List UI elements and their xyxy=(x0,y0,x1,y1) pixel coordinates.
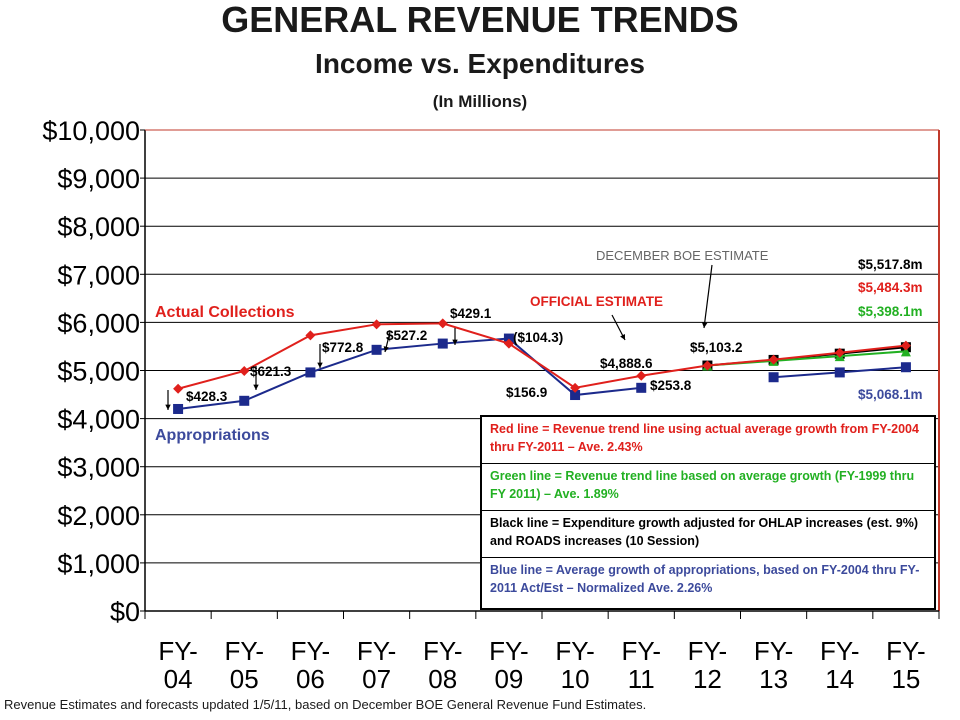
annotation-arrowhead xyxy=(383,346,389,352)
x-tick-label-line1: FY- xyxy=(225,636,265,666)
data-point-square xyxy=(239,395,250,406)
x-tick-label-line2: 08 xyxy=(428,664,457,694)
data-point-diamond xyxy=(239,365,250,376)
x-tick-label-line1: FY- xyxy=(622,636,662,666)
annotation-arrowhead xyxy=(253,384,259,390)
y-tick-label: $3,000 xyxy=(57,453,140,483)
data-point-diamond xyxy=(437,318,448,329)
data-point-square xyxy=(503,333,514,344)
x-tick-label-line2: 12 xyxy=(693,664,722,694)
data-point-diamond xyxy=(768,354,779,365)
y-tick-label: $5,000 xyxy=(57,357,140,387)
x-tick-label-line1: FY- xyxy=(489,636,529,666)
page-subtitle: Income vs. Expenditures xyxy=(315,48,645,79)
x-tick-label-line1: FY- xyxy=(555,636,595,666)
y-tick-label: $7,000 xyxy=(57,260,140,290)
data-point-square xyxy=(768,372,779,383)
data-point-triangle xyxy=(900,346,911,357)
annotation-label: $5,068.1m xyxy=(858,387,923,402)
legend-item-blue: Blue line = Average growth of appropriat… xyxy=(490,563,920,595)
annotation-label: $5,484.3m xyxy=(858,280,923,295)
x-tick-label-line1: FY- xyxy=(688,636,728,666)
annotation-label: ($104.3) xyxy=(513,330,563,345)
data-point-diamond xyxy=(702,360,713,371)
data-point-square xyxy=(900,362,911,373)
x-tick-label-line1: FY- xyxy=(423,636,463,666)
annotation-label: $4,888.6 xyxy=(600,356,653,371)
annotation-label: $5,103.2 xyxy=(690,340,743,355)
data-point-square xyxy=(834,367,845,378)
legend-item-black: Black line = Expenditure growth adjusted… xyxy=(482,511,934,558)
x-tick-label-line2: 05 xyxy=(230,664,259,694)
x-tick-label-line1: FY- xyxy=(291,636,331,666)
annotation-label: $5,517.8m xyxy=(858,257,923,272)
data-point-diamond xyxy=(636,370,647,381)
series-label-appropriations: Appropriations xyxy=(155,427,270,444)
x-tick-label-line2: 11 xyxy=(628,664,655,694)
x-tick-label-line2: 15 xyxy=(891,664,920,694)
data-point-square xyxy=(570,390,581,401)
y-tick-label: $9,000 xyxy=(57,164,140,194)
series-line-appropriations xyxy=(177,337,642,410)
annotation-label: $428.3 xyxy=(186,389,228,404)
data-point-diamond xyxy=(371,319,382,330)
y-tick-label: $4,000 xyxy=(57,405,140,435)
footer-note: Revenue Estimates and forecasts updated … xyxy=(4,697,647,712)
annotation-arrowhead xyxy=(317,362,323,368)
annotation-arrowhead xyxy=(620,334,625,340)
annotation-arrow xyxy=(703,264,713,329)
data-point-square xyxy=(371,344,382,355)
x-tick-label-line2: 13 xyxy=(759,664,788,694)
data-point-diamond xyxy=(305,330,316,341)
x-tick-label-line2: 07 xyxy=(362,664,391,694)
annotation-label: $156.9 xyxy=(506,385,547,400)
legend-item-red: Red line = Revenue trend line using actu… xyxy=(482,417,934,464)
x-tick-label-line2: 10 xyxy=(561,664,590,694)
y-tick-label: $6,000 xyxy=(57,308,140,338)
annotation-label: $527.2 xyxy=(386,328,427,343)
y-tick-label: $2,000 xyxy=(57,501,140,531)
y-tick-label: $8,000 xyxy=(57,212,140,242)
annotation-label: $429.1 xyxy=(450,306,492,321)
data-point-square xyxy=(437,338,448,349)
legend-box: Red line = Revenue trend line using actu… xyxy=(480,415,936,610)
data-point-square xyxy=(636,382,647,393)
annotation-label: $621.3 xyxy=(250,364,292,379)
y-tick-label: $10,000 xyxy=(42,116,140,146)
x-tick-label-line2: 14 xyxy=(825,664,854,694)
annotation-arrowhead xyxy=(452,339,458,345)
y-tick-label: $0 xyxy=(110,597,140,627)
x-tick-label-line2: 04 xyxy=(164,664,193,694)
annotation-label: $253.8 xyxy=(650,378,692,393)
annotation-arrowhead xyxy=(165,404,171,410)
series-label-actual-collections: Actual Collections xyxy=(155,304,295,321)
data-point-diamond xyxy=(173,383,184,394)
data-point-diamond xyxy=(503,338,514,349)
annotation-label: DECEMBER BOE ESTIMATE xyxy=(596,248,769,263)
x-tick-label-line1: FY- xyxy=(820,636,860,666)
page-title: GENERAL REVENUE TRENDS xyxy=(221,0,739,40)
data-point-square xyxy=(173,403,184,414)
page-units: (In Millions) xyxy=(432,92,528,111)
x-tick-label-line1: FY- xyxy=(754,636,794,666)
x-tick-label-line1: FY- xyxy=(158,636,198,666)
data-point-diamond xyxy=(834,347,845,358)
annotation-label: OFFICIAL ESTIMATE xyxy=(530,294,663,309)
data-point-diamond xyxy=(900,340,911,351)
x-tick-label-line1: FY- xyxy=(357,636,397,666)
x-tick-label-line2: 06 xyxy=(296,664,325,694)
annotation-arrowhead xyxy=(701,322,708,328)
series-line-actual_collections xyxy=(177,322,907,390)
data-point-square xyxy=(305,367,316,378)
y-tick-label: $1,000 xyxy=(57,549,140,579)
annotation-label: $772.8 xyxy=(322,340,364,355)
x-tick-label-line2: 09 xyxy=(494,664,523,694)
data-point-diamond xyxy=(570,382,581,393)
x-tick-label-line1: FY- xyxy=(886,636,926,666)
annotation-label: $5,398.1m xyxy=(858,304,923,319)
legend-item-green: Green line = Revenue trend line based on… xyxy=(482,464,934,511)
